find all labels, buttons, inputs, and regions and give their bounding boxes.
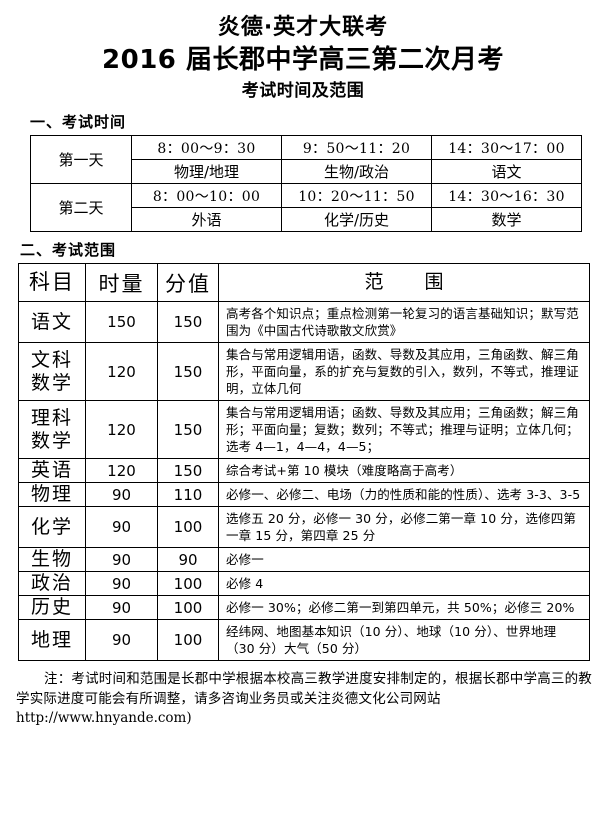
score-cell: 100 [157, 595, 219, 620]
score-cell: 100 [157, 619, 219, 661]
exam-scope-table: 科目 时量 分值 范 围 语文 150 150 高考各个知识点；重点检测第一轮复… [18, 263, 590, 661]
subject-slot-cell: 外语 [131, 207, 282, 232]
subject-slot-cell: 语文 [431, 159, 582, 184]
duration-cell: 120 [85, 400, 158, 459]
note-text: 注：考试时间和范围是长郡中学根据本校高三教学进度安排制定的，根据长郡中学高三的教… [16, 671, 592, 707]
title-line-main: 2016 届长郡中学高三第二次月考 [102, 45, 504, 75]
score-cell: 110 [157, 482, 219, 507]
scope-cell: 必修一 30%；必修二第一到第四单元，共 50%；必修三 20% [218, 595, 590, 620]
subject-slot-cell: 数学 [431, 207, 582, 232]
table-row: 地理 90 100 经纬网、地图基本知识（10 分）、地球（10 分）、世界地理… [18, 619, 590, 661]
subject-name-line1: 文科 [30, 348, 73, 371]
subject-name-line1: 生物 [30, 548, 73, 570]
duration-cell: 90 [85, 506, 158, 548]
footer-url: http://www.hnyande.com) [16, 710, 192, 726]
table-row: 化学 90 100 选修五 20 分，必修一 30 分，必修二第一章 10 分，… [18, 506, 590, 548]
subject-cell: 生物 [18, 547, 86, 572]
title-line-subtitle: 考试时间及范围 [241, 81, 365, 101]
subject-cell: 政治 [18, 571, 86, 596]
document-title-block: 炎德·英才大联考 2016 届长郡中学高三第二次月考 考试时间及范围 [0, 0, 606, 103]
subject-slot-cell: 物理/地理 [131, 159, 282, 184]
duration-cell: 120 [85, 458, 158, 483]
column-header-duration: 时量 [85, 263, 158, 302]
duration-cell: 120 [85, 342, 158, 401]
title-line-brand: 炎德·英才大联考 [217, 15, 389, 40]
subject-cell: 物理 [18, 482, 86, 507]
score-cell: 150 [157, 342, 219, 401]
duration-cell: 90 [85, 571, 158, 596]
subject-name-line2: 数学 [30, 429, 73, 452]
scope-cell: 集合与常用逻辑用语；函数、导数及其应用；三角函数；解三角形；平面向量；复数；数列… [218, 400, 590, 459]
subject-name-line1: 理科 [30, 406, 73, 429]
subject-slot-cell: 生物/政治 [281, 159, 432, 184]
score-cell: 150 [157, 301, 219, 343]
table-row: 英语 120 150 综合考试+第 10 模块（难度略高于高考） [18, 458, 590, 483]
subject-name-line1: 化学 [30, 515, 73, 538]
duration-cell: 90 [85, 619, 158, 661]
scope-cell: 综合考试+第 10 模块（难度略高于高考） [218, 458, 590, 483]
duration-cell: 90 [85, 547, 158, 572]
duration-cell: 90 [85, 482, 158, 507]
table-row: 第二天 8：00～10：00 10：20～11：50 14：30～16：30 [30, 183, 582, 232]
duration-cell: 150 [85, 301, 158, 343]
subject-cell: 历史 [18, 595, 86, 620]
day-label-cell: 第二天 [30, 183, 132, 232]
subject-cell: 文科 数学 [18, 342, 86, 401]
subject-name-line1: 历史 [30, 596, 73, 618]
subject-slot-cell: 化学/历史 [281, 207, 432, 232]
subject-name-line1: 语文 [30, 310, 73, 333]
time-slot-cell: 14：30～16：30 [431, 183, 582, 208]
table-row: 语文 150 150 高考各个知识点；重点检测第一轮复习的语言基础知识；默写范围… [18, 301, 590, 343]
score-cell: 150 [157, 458, 219, 483]
score-cell: 100 [157, 571, 219, 596]
score-cell: 90 [157, 547, 219, 572]
score-cell: 100 [157, 506, 219, 548]
scope-cell: 必修 4 [218, 571, 590, 596]
scope-cell: 高考各个知识点；重点检测第一轮复习的语言基础知识；默写范围为《中国古代诗歌散文欣… [218, 301, 590, 343]
time-slot-cell: 14：30～17：00 [431, 135, 582, 160]
scope-cell: 选修五 20 分，必修一 30 分，必修二第一章 10 分，选修四第一章 15 … [218, 506, 590, 548]
table-row: 外语 化学/历史 数学 [31, 207, 582, 232]
table-row: 生物 90 90 必修一 [18, 547, 590, 572]
column-header-scope: 范 围 [218, 263, 590, 302]
subject-cell: 理科 数学 [18, 400, 86, 459]
subject-cell: 地理 [18, 619, 86, 661]
scope-cell: 必修一 [218, 547, 590, 572]
footer-note: 注：考试时间和范围是长郡中学根据本校高三教学进度安排制定的，根据长郡中学高三的教… [16, 669, 592, 709]
section-heading-exam-time: 一、考试时间 [30, 113, 127, 131]
subject-name-line1: 英语 [30, 459, 73, 481]
score-cell: 150 [157, 400, 219, 459]
scope-cell: 经纬网、地图基本知识（10 分）、地球（10 分）、世界地理（30 分）大气（5… [218, 619, 590, 661]
subject-name-line1: 地理 [30, 628, 73, 651]
table-header-row: 科目 时量 分值 范 围 [18, 263, 590, 302]
time-slot-cell: 8：00～9：30 [131, 135, 282, 160]
subject-cell: 英语 [18, 458, 86, 483]
subject-name-line1: 政治 [30, 572, 73, 594]
column-header-score: 分值 [157, 263, 219, 302]
scope-cell: 必修一、必修二、电场（力的性质和能的性质）、选考 3-3、3-5 [218, 482, 590, 507]
day-label-cell: 第一天 [30, 135, 132, 184]
subject-cell: 语文 [18, 301, 86, 343]
table-row: 理科 数学 120 150 集合与常用逻辑用语；函数、导数及其应用；三角函数；解… [18, 400, 590, 459]
scope-cell: 集合与常用逻辑用语，函数、导数及其应用，三角函数、解三角形，平面向量，系的扩充与… [218, 342, 590, 401]
column-header-subject: 科目 [18, 263, 86, 302]
exam-time-table: 第一天 8：00～9：30 9：50～11：20 14：30～17：00 物理/… [30, 135, 582, 232]
duration-cell: 90 [85, 595, 158, 620]
time-slot-cell: 8：00～10：00 [131, 183, 282, 208]
subject-name-line2: 数学 [30, 371, 73, 394]
table-row: 政治 90 100 必修 4 [18, 571, 590, 596]
table-row: 文科 数学 120 150 集合与常用逻辑用语，函数、导数及其应用，三角函数、解… [18, 342, 590, 401]
table-row: 第一天 8：00～9：30 9：50～11：20 14：30～17：00 [30, 135, 582, 184]
subject-cell: 化学 [18, 506, 86, 548]
table-row: 历史 90 100 必修一 30%；必修二第一到第四单元，共 50%；必修三 2… [18, 595, 590, 620]
time-slot-cell: 9：50～11：20 [281, 135, 432, 160]
table-row: 物理/地理 生物/政治 语文 [31, 159, 582, 184]
table-row: 物理 90 110 必修一、必修二、电场（力的性质和能的性质）、选考 3-3、3… [18, 482, 590, 507]
subject-name-line1: 物理 [30, 483, 73, 505]
time-slot-cell: 10：20～11：50 [281, 183, 432, 208]
section-heading-exam-scope: 二、考试范围 [20, 241, 117, 259]
